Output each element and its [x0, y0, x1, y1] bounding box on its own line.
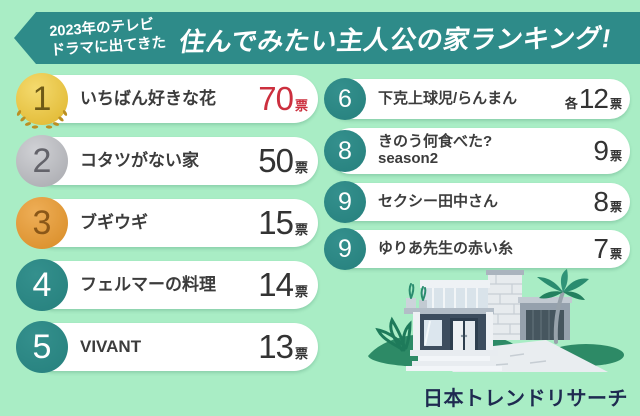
rank-9-badge: 9: [324, 181, 366, 223]
vote-number: 70: [258, 80, 294, 117]
vote-count: 15 票: [258, 204, 308, 242]
vote-unit: 票: [294, 98, 308, 113]
item-title: いちばん好きな花: [80, 89, 216, 109]
brand-logo: 日本トレンドリサーチ: [423, 388, 628, 410]
item-title: コタツがない家: [80, 151, 199, 171]
ranking-item-3: 3 ブギウギ 15 票: [16, 197, 318, 249]
item-title: VIVANT: [80, 337, 142, 357]
vote-number: 9: [593, 135, 609, 166]
vote-prefix: 各: [564, 96, 578, 111]
rank-number: 4: [32, 266, 52, 304]
item-title-line2: season2: [378, 150, 439, 167]
rank-5-badge: 5: [16, 321, 68, 373]
house-illustration: [368, 269, 624, 372]
vote-number: 7: [593, 233, 609, 264]
vote-number: 14: [258, 266, 294, 303]
banner-tagline: 2023年のテレビ ドラマに出てきた: [49, 15, 167, 60]
vote-unit: 票: [609, 200, 622, 214]
vote-count: 14 票: [258, 266, 308, 304]
vote-number: 50: [258, 142, 294, 179]
vote-count: 13 票: [258, 328, 308, 366]
rank-1-gold-medal-icon: 1: [16, 73, 68, 129]
vote-unit: 票: [609, 247, 622, 261]
rank-number: 6: [338, 84, 352, 113]
laurel-icon: [16, 110, 68, 129]
vote-unit: 票: [294, 346, 308, 361]
ranking-item-9a: 9 セクシー田中さん 8 票: [324, 181, 630, 223]
vote-unit: 票: [294, 222, 308, 237]
header-banner: 2023年のテレビ ドラマに出てきた 住んでみたい主人公の家ランキング!: [14, 12, 640, 64]
rank-2-silver-medal-icon: 2: [16, 135, 68, 187]
vote-number: 12: [578, 83, 609, 114]
rank-8-badge: 8: [324, 130, 366, 172]
vote-count: 8 票: [593, 186, 622, 218]
rank-number: 9: [338, 234, 352, 263]
vote-count: 各 12 票: [565, 83, 622, 115]
rank-9-badge: 9: [324, 228, 366, 270]
vote-count: 7 票: [593, 233, 622, 265]
ranking-item-8: 8 きのう何食べた? season2 9 票: [324, 128, 630, 174]
vote-number: 13: [258, 328, 294, 365]
vote-unit: 票: [609, 97, 622, 111]
vote-number: 15: [258, 204, 294, 241]
ranking-item-1: 1 いちばん好きな花 70 票: [16, 73, 318, 129]
item-title: ブギウギ: [80, 213, 148, 233]
ranking-item-5: 5 VIVANT 13 票: [16, 321, 318, 373]
rank-4-badge: 4: [16, 259, 68, 311]
ranking-column-right: 6 下克上球児/らんまん 各 12 票 8 きのう何食べた? season2 9…: [324, 78, 630, 277]
item-title: ゆりあ先生の赤い糸: [378, 239, 514, 257]
vote-number: 8: [593, 186, 609, 217]
item-title: セクシー田中さん: [378, 192, 499, 210]
item-title-line1: きのう何食べた?: [378, 133, 493, 151]
vote-count: 50 票: [258, 142, 308, 180]
rank-3-bronze-medal-icon: 3: [16, 197, 68, 249]
vote-unit: 票: [294, 160, 308, 175]
rank-6-badge: 6: [324, 78, 366, 120]
vote-count: 9 票: [593, 135, 622, 167]
vote-unit: 票: [609, 149, 622, 163]
rank-number: 9: [338, 187, 352, 216]
rank-number: 1: [32, 80, 52, 118]
ranking-item-6: 6 下克上球児/らんまん 各 12 票: [324, 78, 630, 120]
page-title: 住んでみたい主人公の家ランキング!: [176, 22, 614, 57]
ranking-item-2: 2 コタツがない家 50 票: [16, 135, 318, 187]
item-title: 下克上球児/らんまん: [378, 89, 518, 107]
rank-number: 5: [32, 328, 52, 366]
vote-count: 70 票: [258, 80, 308, 118]
ranking-item-4: 4 フェルマーの料理 14 票: [16, 259, 318, 311]
ranking-column-left: 1 いちばん好きな花 70 票: [16, 73, 318, 385]
rank-number: 3: [32, 204, 52, 242]
item-title: フェルマーの料理: [80, 275, 216, 295]
rank-number: 2: [32, 142, 52, 180]
rank-number: 8: [338, 136, 352, 165]
ranking-item-9b: 9 ゆりあ先生の赤い糸 7 票: [324, 228, 630, 270]
vote-unit: 票: [294, 284, 308, 299]
item-title: きのう何食べた? season2: [378, 133, 493, 168]
